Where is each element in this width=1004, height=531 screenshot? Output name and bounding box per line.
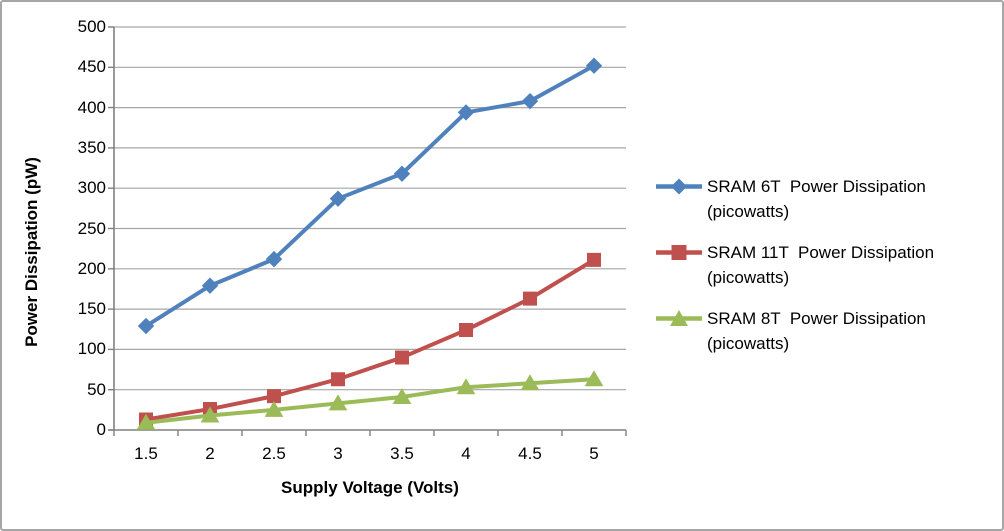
x-tick-label: 4 — [461, 444, 471, 463]
y-tick-label: 200 — [77, 258, 106, 278]
y-axis-tick-labels: 0 50 100 150 200 250 300 350 400 450 500 — [60, 2, 106, 529]
legend-label-line2: (picowatts) — [707, 268, 790, 287]
legend: SRAM 6T Power Dissipation (picowatts) SR… — [654, 174, 934, 356]
legend-marker-square-icon — [656, 245, 702, 260]
series-marker-diamond — [265, 250, 283, 268]
series-marker-triangle — [520, 374, 540, 391]
series-marker-triangle — [584, 370, 604, 387]
y-tick-label: 0 — [96, 420, 106, 439]
legend-label-line2: (picowatts) — [707, 202, 790, 221]
y-tick-label: 450 — [77, 57, 106, 77]
series-marker-diamond — [585, 57, 603, 74]
y-tick-label: 300 — [77, 178, 106, 198]
x-tick-label: 1.5 — [134, 444, 158, 463]
series-marker-diamond — [457, 104, 475, 121]
series-line-0 — [144, 63, 596, 329]
x-tick-label: 3 — [333, 444, 343, 463]
series-marker-triangle — [392, 387, 412, 404]
series-marker-square — [395, 350, 409, 365]
x-tick-label: 4.5 — [518, 444, 542, 463]
y-tick-label: 100 — [77, 339, 106, 359]
y-tick-label: 350 — [77, 137, 106, 157]
x-axis-tick-labels: 1.5 2 2.5 3 3.5 4 4.5 5 — [2, 444, 702, 466]
y-axis-title: Power Dissipation (pW) — [22, 157, 41, 347]
series-marker-triangle — [328, 394, 348, 411]
legend-item-sram-11t: SRAM 11T Power Dissipation (picowatts) — [654, 240, 934, 290]
legend-label: SRAM 6T Power Dissipation (picowatts) — [707, 174, 926, 224]
y-tick-label: 50 — [87, 379, 106, 399]
legend-marker-triangle-icon — [656, 310, 702, 326]
y-tick-label: 400 — [77, 97, 106, 117]
y-tick-label: 150 — [77, 299, 106, 319]
y-tick-label: 250 — [77, 218, 106, 238]
legend-label: SRAM 11T Power Dissipation (picowatts) — [707, 240, 934, 290]
x-tick-label: 2 — [205, 444, 215, 463]
x-tick-label: 3.5 — [390, 444, 414, 463]
legend-label: SRAM 8T Power Dissipation (picowatts) — [707, 306, 926, 356]
series-line-2 — [144, 377, 596, 425]
legend-item-sram-8t: SRAM 8T Power Dissipation (picowatts) — [654, 306, 934, 356]
series-marker-diamond — [137, 317, 155, 335]
series-marker-diamond — [393, 165, 411, 182]
legend-marker-diamond-icon — [656, 178, 702, 195]
series-marker-square — [587, 252, 601, 267]
series-marker-triangle — [456, 378, 476, 395]
series-marker-diamond — [521, 92, 539, 110]
series-marker-triangle — [136, 413, 156, 430]
y-tick-label: 500 — [77, 17, 106, 36]
series-marker-diamond — [201, 277, 219, 294]
series-marker-triangle — [264, 400, 284, 417]
legend-label-line2: (picowatts) — [707, 334, 790, 353]
legend-label-line1: SRAM 6T Power Dissipation — [707, 177, 926, 196]
series-line-1 — [144, 257, 596, 422]
legend-label-line1: SRAM 11T Power Dissipation — [707, 243, 935, 262]
x-tick-label: 5 — [589, 444, 599, 463]
series-marker-square — [331, 372, 345, 387]
series-marker-triangle — [200, 406, 220, 423]
x-axis-title: Supply Voltage (Volts) — [281, 478, 459, 497]
series-marker-square — [267, 389, 281, 404]
series-marker-diamond — [329, 190, 347, 207]
legend-label-line1: SRAM 8T Power Dissipation — [707, 309, 926, 328]
legend-item-sram-6t: SRAM 6T Power Dissipation (picowatts) — [654, 174, 934, 224]
series-marker-square — [523, 291, 537, 306]
series-marker-square — [459, 323, 473, 338]
x-tick-label: 2.5 — [262, 444, 286, 463]
